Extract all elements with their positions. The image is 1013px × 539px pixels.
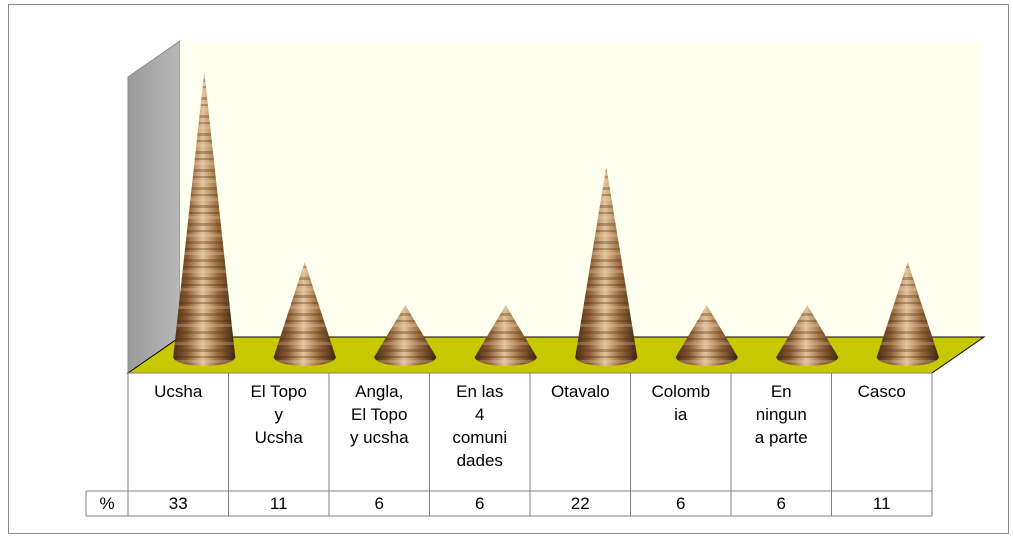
cone-bar — [273, 262, 336, 366]
value-label: 22 — [571, 494, 590, 513]
value-label: 6 — [475, 494, 484, 513]
chart-frame: Ucsha El Topo y Ucsha Angla, El Topo y ucsha En… — [8, 4, 1009, 534]
floor — [126, 336, 986, 374]
category-label: Colomb ia — [651, 382, 710, 424]
back-wall — [180, 41, 983, 337]
category-label: Angla, El Topo y ucsha — [350, 382, 409, 447]
category-label: En ningun a parte — [755, 382, 808, 447]
cone-grain — [273, 262, 336, 366]
cone-grain — [876, 262, 939, 366]
category-label: En las 4 comuni dades — [452, 382, 507, 470]
cone-grain — [575, 167, 638, 366]
cone-grain — [173, 72, 236, 366]
value-label: 11 — [270, 494, 288, 513]
value-label: 11 — [873, 494, 891, 513]
cone-bar — [474, 305, 537, 366]
value-label: 6 — [375, 494, 384, 513]
value-label: 6 — [676, 494, 685, 513]
cone-bar — [675, 305, 738, 366]
cone-bar — [776, 305, 839, 366]
cone-grain — [474, 305, 537, 366]
category-label: El Topo y Ucsha — [251, 382, 307, 447]
cone-grain — [374, 305, 437, 366]
category-label: Casco — [858, 382, 906, 401]
side-wall — [127, 40, 181, 374]
cone-chart: Ucsha El Topo y Ucsha Angla, El Topo y ucsha En… — [85, 40, 986, 517]
cone-grain — [675, 305, 738, 366]
series-key-label: % — [99, 494, 114, 513]
value-label: 6 — [777, 494, 786, 513]
category-label: Otavalo — [551, 382, 610, 401]
category-label: Ucsha — [154, 382, 203, 401]
cone-bar — [876, 262, 939, 366]
cone-bar — [575, 167, 638, 366]
cone-bar — [374, 305, 437, 366]
cone-grain — [776, 305, 839, 366]
value-label: 33 — [169, 494, 188, 513]
cone-bar — [173, 72, 236, 366]
